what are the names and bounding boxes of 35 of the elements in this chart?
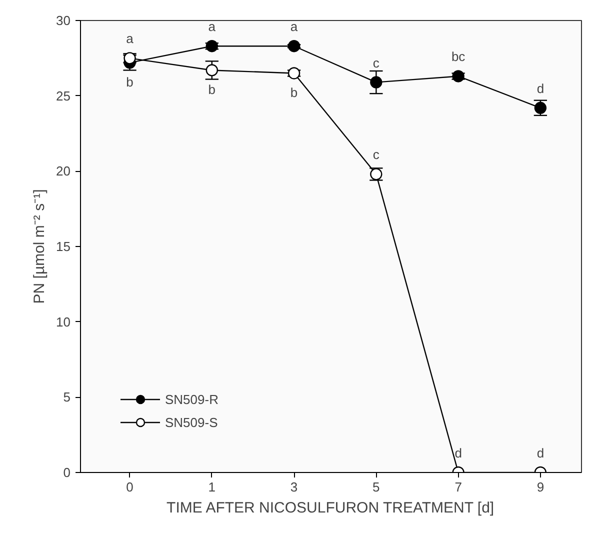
y-tick-label: 10	[56, 314, 71, 330]
annotation: a	[208, 19, 216, 34]
x-tick-label: 3	[290, 480, 298, 494]
y-tick-label: 15	[56, 239, 71, 254]
x-tick-label: 7	[454, 480, 462, 494]
y-tick-label: 30	[56, 13, 71, 28]
x-tick-label: 5	[372, 480, 380, 494]
annotation: d	[536, 80, 544, 96]
x-tick-label: 1	[208, 480, 216, 494]
annotation: c	[372, 55, 380, 70]
point	[452, 70, 464, 82]
annotation: d	[454, 446, 462, 460]
annotation: a	[290, 19, 298, 34]
y-tick-label: 5	[63, 390, 71, 405]
y-tick-label: 25	[56, 88, 71, 104]
point	[288, 67, 300, 80]
annotation: d	[536, 446, 544, 460]
annotation: bc	[451, 49, 466, 64]
point	[288, 40, 300, 52]
y-tick-label: 0	[63, 465, 71, 480]
annotation: c	[372, 147, 380, 162]
point	[206, 40, 218, 52]
legend-label: SN509-S	[165, 414, 218, 430]
x-tick-label: 9	[536, 480, 544, 494]
y-tick-label: 20	[56, 164, 71, 179]
annotation: b	[126, 74, 134, 90]
annotation: b	[290, 85, 298, 100]
point	[370, 76, 382, 88]
y-axis-title: PN [µmol m⁻² s⁻¹]	[31, 189, 48, 304]
legend-label: SN509-R	[165, 392, 218, 406]
annotation: b	[208, 82, 216, 98]
annotation: a	[126, 31, 134, 46]
x-axis-title: TIME AFTER NICOSULFURON TREATMENT [d]	[166, 500, 494, 516]
x-tick-label: 0	[126, 480, 134, 494]
point	[206, 64, 218, 76]
